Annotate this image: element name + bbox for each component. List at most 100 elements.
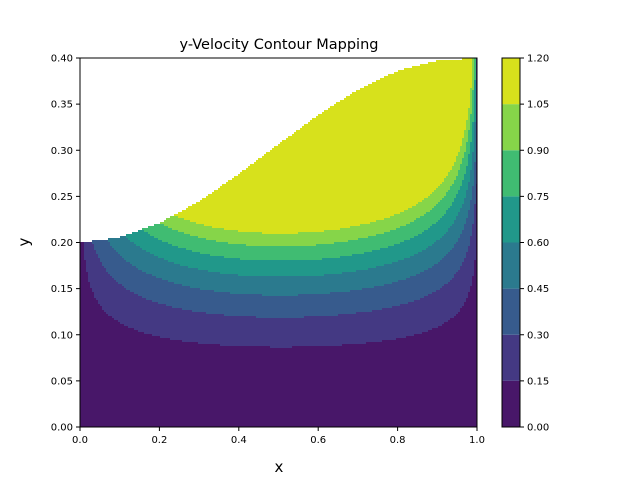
contour-cell [198, 344, 200, 427]
contour-cell [246, 246, 248, 260]
contour-cell [228, 244, 230, 258]
contour-cell [150, 254, 152, 274]
contour-cell [184, 266, 186, 286]
contour-cell [290, 260, 292, 276]
contour-cell [264, 346, 266, 427]
contour-cell [126, 238, 128, 262]
contour-cell [202, 312, 204, 344]
contour-cell [150, 236, 152, 254]
contour-cell [308, 294, 310, 316]
contour-cell [238, 258, 240, 276]
contour-cell [462, 180, 464, 204]
contour-cell [282, 140, 284, 234]
contour-cell [310, 346, 312, 427]
contour-cell [418, 66, 420, 202]
contour-cell [236, 316, 238, 346]
contour-cell [284, 260, 286, 276]
contour-cell [288, 318, 290, 348]
contour-cell [200, 290, 202, 312]
colorbar-tick-label: 0.45 [527, 284, 549, 295]
contour-cell [252, 246, 254, 260]
contour-cell [180, 340, 182, 427]
contour-cell [200, 238, 202, 254]
contour-cell [246, 346, 248, 427]
contour-cell [168, 244, 170, 262]
colorbar-band [502, 58, 520, 105]
contour-cell [244, 170, 246, 232]
contour-cell [382, 220, 384, 234]
contour-cell [210, 344, 212, 427]
contour-cell [460, 60, 462, 146]
contour-cell [100, 306, 102, 427]
contour-cell [450, 250, 452, 280]
contour-cell [362, 344, 364, 427]
contour-cell [184, 286, 186, 310]
contour-cell [218, 242, 220, 256]
contour-cell [260, 246, 262, 260]
contour-cell [448, 172, 450, 190]
contour-cell [466, 252, 468, 298]
contour-cell [90, 242, 92, 288]
contour-cell [100, 240, 102, 262]
contour-cell [246, 260, 248, 276]
contour-cell [438, 262, 440, 290]
contour-cell [428, 294, 430, 330]
contour-cell [378, 250, 380, 266]
contour-cell [254, 232, 256, 246]
contour-cell [314, 232, 316, 246]
contour-cell [322, 276, 324, 294]
contour-cell [256, 318, 258, 346]
contour-cell [410, 276, 412, 302]
contour-cell [228, 230, 230, 244]
contour-cell [236, 244, 238, 258]
contour-cell [448, 60, 450, 172]
contour-cell [232, 244, 234, 258]
contour-cell [474, 122, 476, 162]
contour-cell [416, 218, 418, 236]
contour-cell [378, 310, 380, 342]
contour-cell [272, 246, 274, 260]
contour-cell [276, 296, 278, 318]
contour-cell [172, 308, 174, 340]
contour-cell [464, 58, 466, 130]
contour-cell [194, 288, 196, 312]
contour-cell [434, 328, 436, 427]
contour-cell [324, 244, 326, 258]
contour-cell [250, 316, 252, 346]
contour-cell [452, 224, 454, 248]
contour-cell [406, 304, 408, 336]
contour-cell [426, 212, 428, 230]
contour-cell [462, 230, 464, 262]
contour-cell [266, 246, 268, 260]
contour-cell [258, 294, 260, 318]
contour-cell [254, 276, 256, 294]
contour-cell [380, 248, 382, 266]
contour-cell [392, 74, 394, 216]
contour-cell [112, 318, 114, 427]
contour-cell [228, 180, 230, 230]
contour-cell [454, 274, 456, 316]
contour-cell [368, 268, 370, 288]
contour-cell [376, 342, 378, 427]
contour-cell [436, 264, 438, 290]
contour-cell [474, 80, 476, 122]
contour-cell [346, 256, 348, 272]
contour-cell [186, 208, 188, 220]
contour-cell [354, 226, 356, 240]
contour-cell [128, 240, 130, 262]
contour-cell [366, 312, 368, 342]
contour-cell [336, 346, 338, 427]
contour-cell [338, 242, 340, 258]
contour-cell [348, 314, 350, 344]
contour-cell [340, 100, 342, 228]
contour-cell [406, 224, 408, 240]
contour-cell [132, 328, 134, 427]
contour-cell [202, 238, 204, 254]
contour-cell [344, 292, 346, 314]
contour-cell [302, 232, 304, 246]
contour-cell [108, 238, 110, 242]
contour-cell [350, 94, 352, 226]
contour-cell [298, 294, 300, 318]
contour-cell [400, 70, 402, 212]
contour-cell [418, 202, 420, 218]
